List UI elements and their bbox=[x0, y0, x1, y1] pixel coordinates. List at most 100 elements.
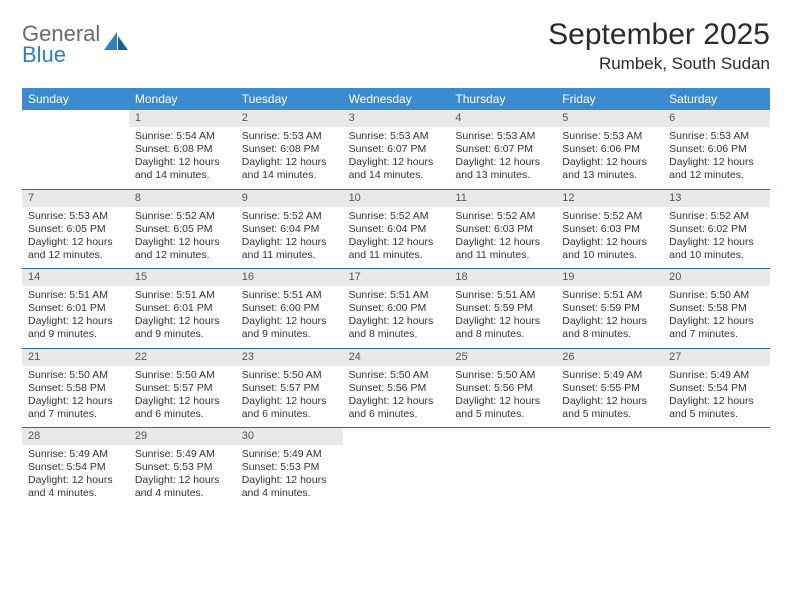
daylight-text: Daylight: 12 hours and 4 minutes. bbox=[135, 474, 230, 500]
day-body: Sunrise: 5:54 AMSunset: 6:08 PMDaylight:… bbox=[129, 130, 236, 183]
day-body: Sunrise: 5:53 AMSunset: 6:06 PMDaylight:… bbox=[663, 130, 770, 183]
sunrise-text: Sunrise: 5:49 AM bbox=[242, 448, 337, 461]
day-cell: 7Sunrise: 5:53 AMSunset: 6:05 PMDaylight… bbox=[22, 190, 129, 269]
sunrise-text: Sunrise: 5:50 AM bbox=[455, 369, 550, 382]
day-number: 26 bbox=[556, 349, 663, 366]
title-block: September 2025 Rumbek, South Sudan bbox=[548, 18, 770, 74]
sunrise-text: Sunrise: 5:54 AM bbox=[135, 130, 230, 143]
day-body: Sunrise: 5:53 AMSunset: 6:05 PMDaylight:… bbox=[22, 210, 129, 263]
day-number: 19 bbox=[556, 269, 663, 286]
sunset-text: Sunset: 5:58 PM bbox=[669, 302, 764, 315]
sunrise-text: Sunrise: 5:50 AM bbox=[242, 369, 337, 382]
day-body: Sunrise: 5:50 AMSunset: 5:57 PMDaylight:… bbox=[236, 369, 343, 422]
week-row: 1Sunrise: 5:54 AMSunset: 6:08 PMDaylight… bbox=[22, 110, 770, 190]
day-body: Sunrise: 5:50 AMSunset: 5:58 PMDaylight:… bbox=[663, 289, 770, 342]
sunrise-text: Sunrise: 5:51 AM bbox=[562, 289, 657, 302]
sunset-text: Sunset: 5:54 PM bbox=[669, 382, 764, 395]
day-number: 20 bbox=[663, 269, 770, 286]
sunrise-text: Sunrise: 5:53 AM bbox=[242, 130, 337, 143]
day-cell: 29Sunrise: 5:49 AMSunset: 5:53 PMDayligh… bbox=[129, 428, 236, 507]
sunset-text: Sunset: 6:05 PM bbox=[28, 223, 123, 236]
day-cell: 16 Sunrise: 5:51 AMSunset: 6:00 PMDayligh… bbox=[236, 269, 343, 348]
day-number: 24 bbox=[343, 349, 450, 366]
daylight-text: Daylight: 12 hours and 5 minutes. bbox=[562, 395, 657, 421]
week-row: 28Sunrise: 5:49 AMSunset: 5:54 PMDayligh… bbox=[22, 428, 770, 507]
day-body: Sunrise: 5:52 AMSunset: 6:04 PMDaylight:… bbox=[343, 210, 450, 263]
day-body: Sunrise: 5:51 AMSunset: 6:00 PMDaylight:… bbox=[343, 289, 450, 342]
day-number: 17 bbox=[343, 269, 450, 286]
day-body: Sunrise: 5:50 AMSunset: 5:58 PMDaylight:… bbox=[22, 369, 129, 422]
day-of-week-header: Sunday Monday Tuesday Wednesday Thursday… bbox=[22, 88, 770, 110]
day-body: Sunrise: 5:51 AMSunset: 6:00 PMDaylight:… bbox=[236, 289, 343, 342]
dow-cell: Monday bbox=[129, 88, 236, 110]
day-cell: 3Sunrise: 5:53 AMSunset: 6:07 PMDaylight… bbox=[343, 110, 450, 189]
sunrise-text: Sunrise: 5:53 AM bbox=[562, 130, 657, 143]
day-body: Sunrise: 5:51 AMSunset: 6:01 PMDaylight:… bbox=[129, 289, 236, 342]
daylight-text: Daylight: 12 hours and 7 minutes. bbox=[669, 315, 764, 341]
day-cell: 12Sunrise: 5:52 AMSunset: 6:03 PMDayligh… bbox=[556, 190, 663, 269]
day-cell: 25Sunrise: 5:50 AMSunset: 5:56 PMDayligh… bbox=[449, 349, 556, 428]
sunrise-text: Sunrise: 5:49 AM bbox=[562, 369, 657, 382]
day-number: 15 bbox=[129, 269, 236, 286]
daylight-text: Daylight: 12 hours and 9 minutes. bbox=[242, 315, 337, 341]
sunset-text: Sunset: 5:54 PM bbox=[28, 461, 123, 474]
day-body: Sunrise: 5:51 AMSunset: 5:59 PMDaylight:… bbox=[556, 289, 663, 342]
day-cell: 28Sunrise: 5:49 AMSunset: 5:54 PMDayligh… bbox=[22, 428, 129, 507]
daylight-text: Daylight: 12 hours and 14 minutes. bbox=[242, 156, 337, 182]
day-number: 5 bbox=[556, 110, 663, 127]
week-row: 14Sunrise: 5:51 AMSunset: 6:01 PMDayligh… bbox=[22, 269, 770, 349]
calendar-grid: Sunday Monday Tuesday Wednesday Thursday… bbox=[22, 88, 770, 507]
day-cell: 19 Sunrise: 5:51 AMSunset: 5:59 PMDayligh… bbox=[556, 269, 663, 348]
sunrise-text: Sunrise: 5:51 AM bbox=[135, 289, 230, 302]
sunrise-text: Sunrise: 5:50 AM bbox=[669, 289, 764, 302]
day-number: 21 bbox=[22, 349, 129, 366]
daylight-text: Daylight: 12 hours and 10 minutes. bbox=[669, 236, 764, 262]
sunrise-text: Sunrise: 5:51 AM bbox=[455, 289, 550, 302]
sunrise-text: Sunrise: 5:52 AM bbox=[135, 210, 230, 223]
sunset-text: Sunset: 5:59 PM bbox=[455, 302, 550, 315]
day-cell: 23 Sunrise: 5:50 AMSunset: 5:57 PMDayligh… bbox=[236, 349, 343, 428]
day-number: 2 bbox=[236, 110, 343, 127]
day-number: 16 bbox=[236, 269, 343, 286]
sunrise-text: Sunrise: 5:49 AM bbox=[28, 448, 123, 461]
day-cell bbox=[22, 110, 129, 189]
sunrise-text: Sunrise: 5:49 AM bbox=[669, 369, 764, 382]
brand-word-2: Blue bbox=[22, 45, 100, 66]
sunset-text: Sunset: 6:04 PM bbox=[349, 223, 444, 236]
day-body: Sunrise: 5:49 AMSunset: 5:53 PMDaylight:… bbox=[236, 448, 343, 501]
day-cell: 1Sunrise: 5:54 AMSunset: 6:08 PMDaylight… bbox=[129, 110, 236, 189]
daylight-text: Daylight: 12 hours and 4 minutes. bbox=[242, 474, 337, 500]
daylight-text: Daylight: 12 hours and 13 minutes. bbox=[562, 156, 657, 182]
sunset-text: Sunset: 6:03 PM bbox=[562, 223, 657, 236]
calendar-page: General Blue September 2025 Rumbek, Sout… bbox=[0, 0, 792, 525]
sail-icon bbox=[104, 30, 130, 59]
day-cell: 11Sunrise: 5:52 AMSunset: 6:03 PMDayligh… bbox=[449, 190, 556, 269]
sunset-text: Sunset: 6:01 PM bbox=[135, 302, 230, 315]
sunset-text: Sunset: 5:56 PM bbox=[349, 382, 444, 395]
day-body: Sunrise: 5:52 AMSunset: 6:05 PMDaylight:… bbox=[129, 210, 236, 263]
sunset-text: Sunset: 5:58 PM bbox=[28, 382, 123, 395]
day-cell: 20 Sunrise: 5:50 AMSunset: 5:58 PMDayligh… bbox=[663, 269, 770, 348]
daylight-text: Daylight: 12 hours and 12 minutes. bbox=[135, 236, 230, 262]
brand-text: General Blue bbox=[22, 24, 100, 66]
daylight-text: Daylight: 12 hours and 8 minutes. bbox=[562, 315, 657, 341]
day-body: Sunrise: 5:49 AMSunset: 5:55 PMDaylight:… bbox=[556, 369, 663, 422]
daylight-text: Daylight: 12 hours and 12 minutes. bbox=[669, 156, 764, 182]
sunset-text: Sunset: 6:07 PM bbox=[349, 143, 444, 156]
day-cell: 8Sunrise: 5:52 AMSunset: 6:05 PMDaylight… bbox=[129, 190, 236, 269]
daylight-text: Daylight: 12 hours and 14 minutes. bbox=[135, 156, 230, 182]
daylight-text: Daylight: 12 hours and 10 minutes. bbox=[562, 236, 657, 262]
day-number: 23 bbox=[236, 349, 343, 366]
sunset-text: Sunset: 5:57 PM bbox=[242, 382, 337, 395]
daylight-text: Daylight: 12 hours and 6 minutes. bbox=[349, 395, 444, 421]
sunrise-text: Sunrise: 5:50 AM bbox=[349, 369, 444, 382]
dow-cell: Tuesday bbox=[236, 88, 343, 110]
day-body: Sunrise: 5:50 AMSunset: 5:56 PMDaylight:… bbox=[343, 369, 450, 422]
location-label: Rumbek, South Sudan bbox=[548, 54, 770, 74]
day-cell: 18Sunrise: 5:51 AMSunset: 5:59 PMDayligh… bbox=[449, 269, 556, 348]
daylight-text: Daylight: 12 hours and 9 minutes. bbox=[135, 315, 230, 341]
sunrise-text: Sunrise: 5:53 AM bbox=[28, 210, 123, 223]
day-number: 22 bbox=[129, 349, 236, 366]
sunrise-text: Sunrise: 5:49 AM bbox=[135, 448, 230, 461]
week-row: 7Sunrise: 5:53 AMSunset: 6:05 PMDaylight… bbox=[22, 190, 770, 270]
